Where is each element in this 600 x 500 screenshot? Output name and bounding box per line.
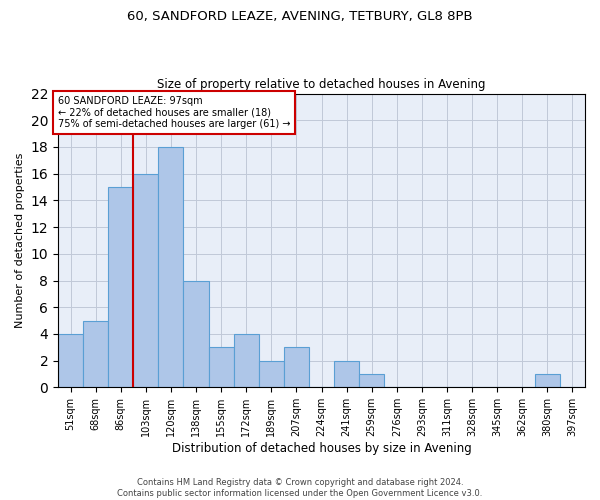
Bar (535, 374, 560, 388)
Bar (158, 147, 184, 388)
Bar (334, 360, 359, 388)
Text: 60 SANDFORD LEAZE: 97sqm
← 22% of detached houses are smaller (18)
75% of semi-d: 60 SANDFORD LEAZE: 97sqm ← 22% of detach… (58, 96, 290, 130)
Bar (184, 280, 209, 388)
Bar (108, 187, 133, 388)
Bar (284, 348, 309, 388)
Bar (58, 334, 83, 388)
Bar (359, 374, 384, 388)
Bar (209, 348, 233, 388)
Text: Contains HM Land Registry data © Crown copyright and database right 2024.
Contai: Contains HM Land Registry data © Crown c… (118, 478, 482, 498)
Title: Size of property relative to detached houses in Avening: Size of property relative to detached ho… (157, 78, 486, 91)
X-axis label: Distribution of detached houses by size in Avening: Distribution of detached houses by size … (172, 442, 472, 455)
Bar (133, 174, 158, 388)
Bar (83, 320, 108, 388)
Text: 60, SANDFORD LEAZE, AVENING, TETBURY, GL8 8PB: 60, SANDFORD LEAZE, AVENING, TETBURY, GL… (127, 10, 473, 23)
Y-axis label: Number of detached properties: Number of detached properties (15, 153, 25, 328)
Bar (233, 334, 259, 388)
Bar (259, 360, 284, 388)
